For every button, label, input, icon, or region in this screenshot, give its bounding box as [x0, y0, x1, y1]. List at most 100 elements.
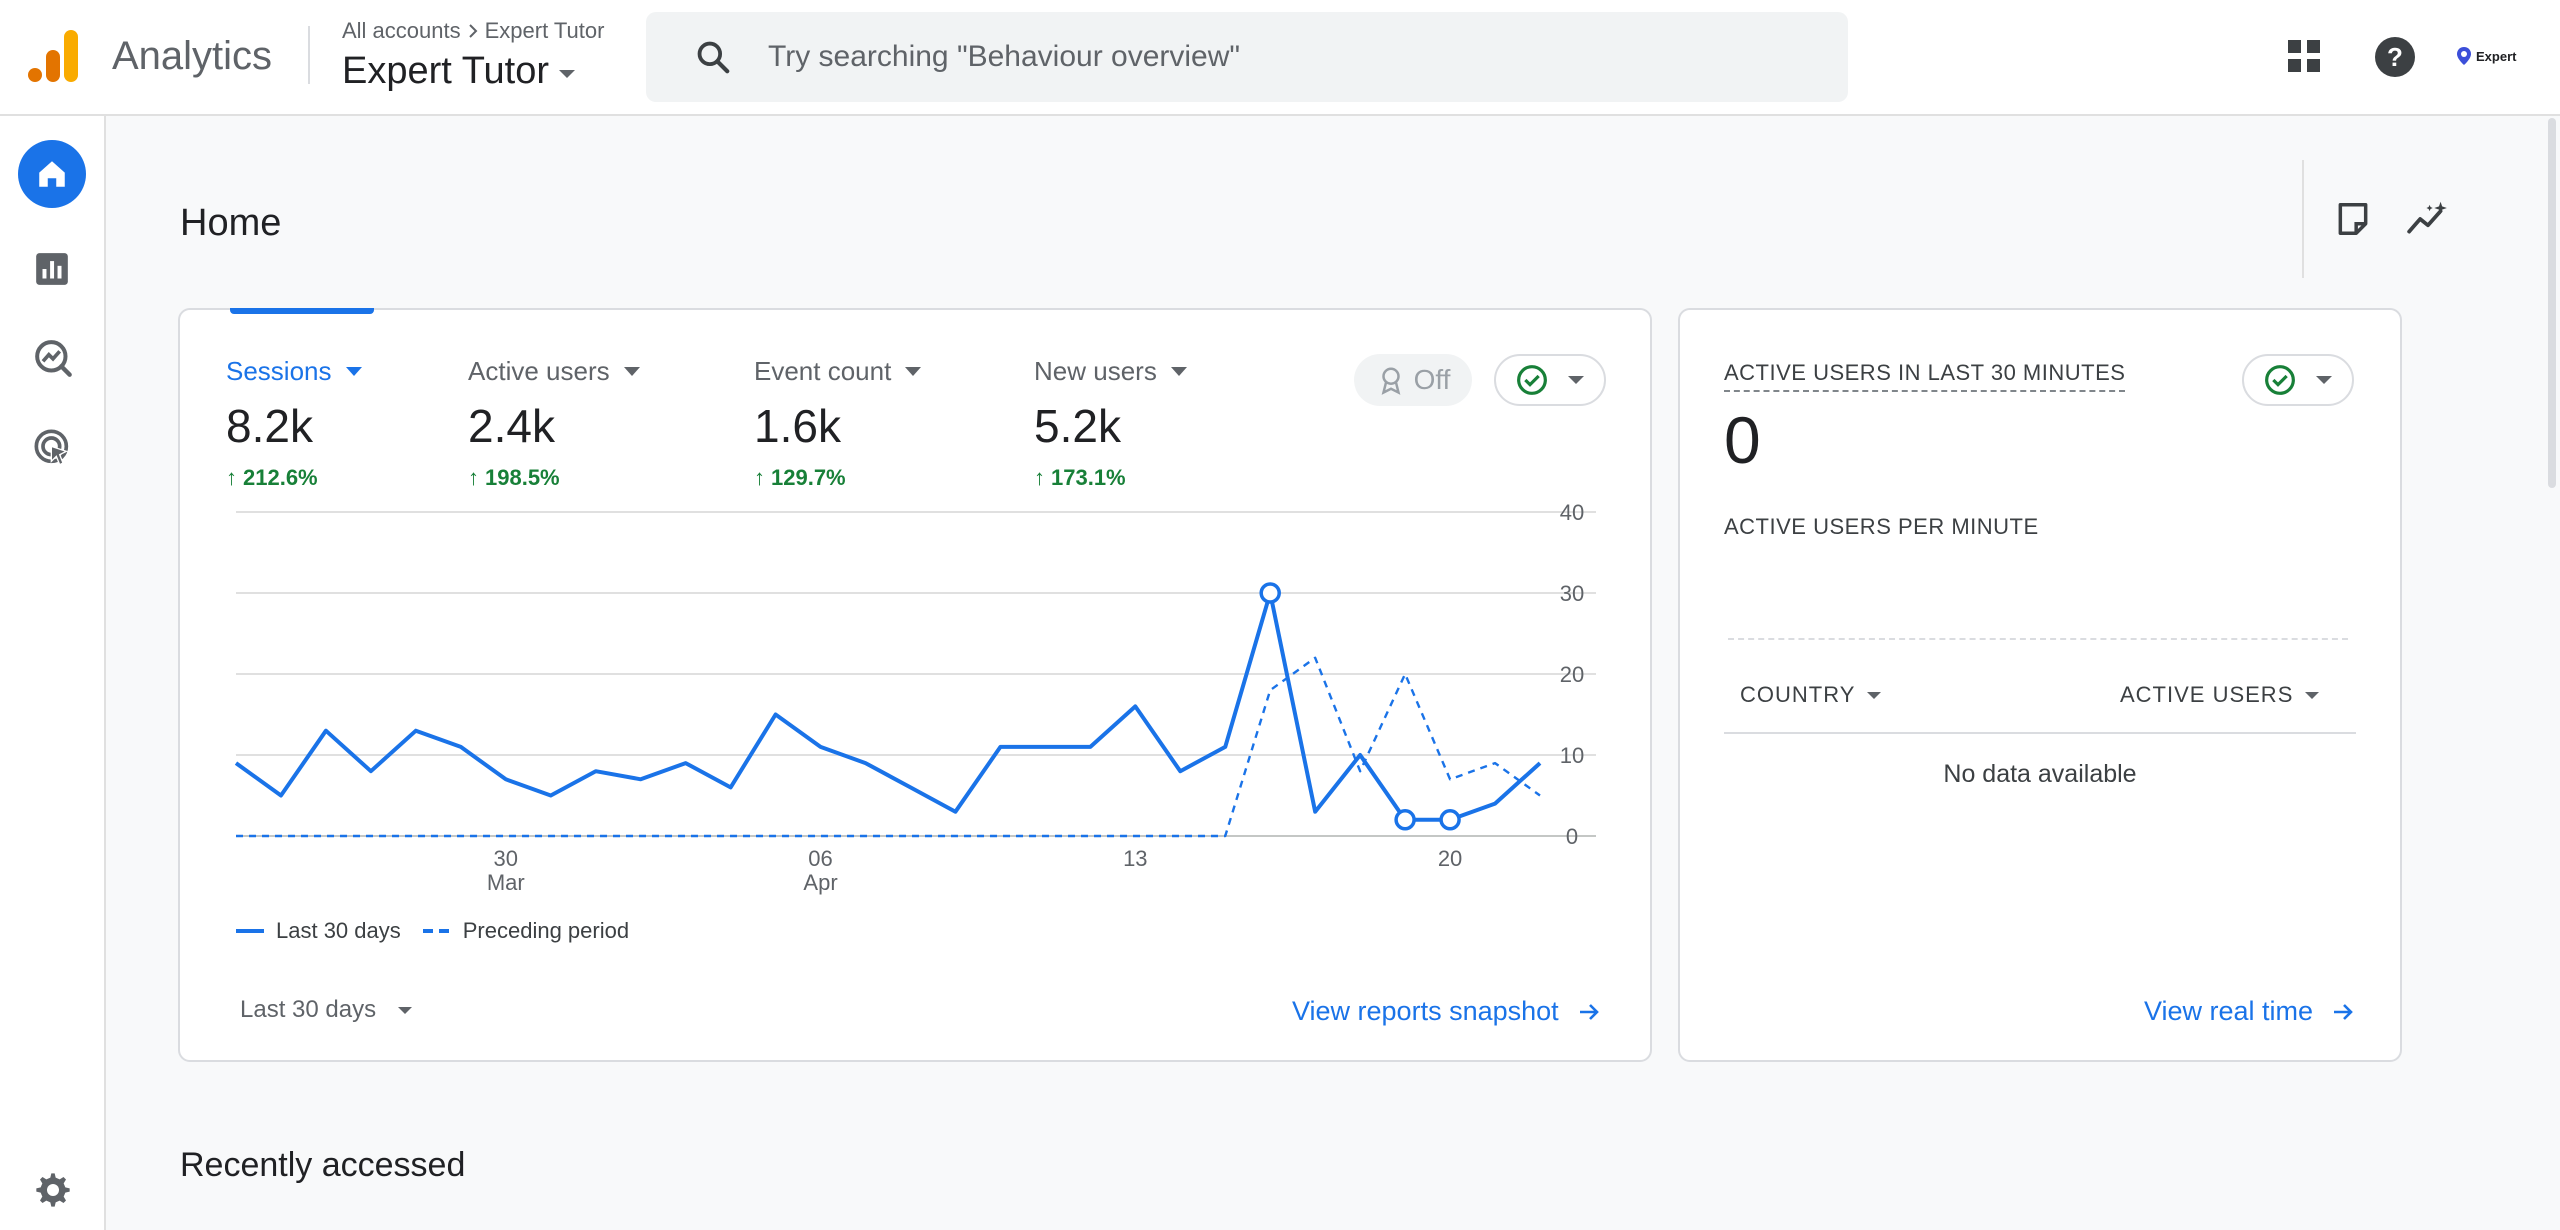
metric-label[interactable]: Active users: [468, 356, 640, 387]
legend-swatch-dashed: [422, 929, 451, 933]
metric-label-text: Active users: [468, 356, 610, 386]
left-nav: [0, 116, 106, 1230]
advertising-icon[interactable]: [33, 428, 73, 468]
metric-new-users[interactable]: New users 5.2k ↑ 173.1%: [1034, 356, 1187, 491]
chart-legend: Last 30 days Preceding period: [236, 918, 629, 944]
recently-accessed-heading: Recently accessed: [180, 1146, 466, 1184]
page-scrollbar[interactable]: [2548, 118, 2556, 488]
metric-change: ↑ 198.5%: [468, 465, 640, 491]
nav-home[interactable]: [18, 140, 86, 208]
check-circle-icon: [2265, 365, 2295, 395]
insights-toggle-button[interactable]: Off: [1354, 354, 1472, 406]
metric-value: 5.2k: [1034, 400, 1121, 452]
arrow-up-icon: ↑: [226, 465, 237, 490]
check-circle-icon: [1517, 365, 1547, 395]
home-icon: [39, 161, 65, 187]
caret-down-icon: [1170, 367, 1187, 376]
metric-change-value: 173.1%: [1051, 465, 1126, 490]
avatar[interactable]: Expert: [2456, 46, 2516, 66]
metric-change-value: 198.5%: [485, 465, 560, 490]
metric-label-text: Sessions: [226, 356, 332, 386]
insights-icon[interactable]: [2406, 200, 2450, 238]
metric-change: ↑ 212.6%: [226, 465, 362, 491]
chevron-right-icon: [468, 24, 478, 38]
bar-chart-icon[interactable]: [33, 250, 71, 288]
metric-label[interactable]: New users: [1034, 356, 1187, 387]
view-real-time-link[interactable]: View real time: [2144, 996, 2355, 1027]
date-range-select[interactable]: Last 30 days: [240, 996, 413, 1024]
view-realtime-label: View real time: [2144, 996, 2314, 1026]
compare-filter-button[interactable]: [1494, 354, 1606, 406]
caret-down-icon: [623, 367, 640, 376]
note-icon[interactable]: [2334, 200, 2372, 238]
avatar-label: Expert: [2476, 48, 2517, 64]
search-input[interactable]: Try searching "Behaviour overview": [768, 40, 1241, 73]
legend-swatch-solid: [236, 929, 264, 933]
insights-badge-icon: [1381, 367, 1400, 395]
date-range-value: Last 30 days: [240, 996, 377, 1023]
caret-down-icon: [1867, 691, 1882, 699]
x-tick-label: 06: [808, 846, 832, 871]
realtime-value: 0: [1724, 403, 1761, 477]
data-point-marker: [1394, 809, 1416, 831]
search-icon: [697, 41, 730, 74]
breadcrumb[interactable]: All accounts Expert Tutor: [342, 18, 604, 44]
divider: [2302, 160, 2304, 278]
table-divider: [1724, 732, 2356, 734]
country-column-header[interactable]: COUNTRY: [1740, 682, 1882, 708]
metric-change-value: 129.7%: [771, 465, 846, 490]
breadcrumb-current[interactable]: Expert Tutor: [484, 18, 605, 43]
app-title: Analytics: [112, 34, 273, 78]
divider: [308, 26, 310, 84]
metric-label[interactable]: Event count: [754, 356, 922, 387]
view-snapshot-label: View reports snapshot: [1292, 996, 1559, 1026]
explore-icon[interactable]: [33, 338, 73, 378]
x-tick-sublabel: Apr: [803, 870, 837, 895]
series-line-current: [234, 591, 1542, 822]
active-users-header-label: ACTIVE USERS: [2120, 682, 2294, 707]
breadcrumb-root[interactable]: All accounts: [342, 18, 461, 43]
data-point-marker: [1259, 582, 1281, 604]
caret-down-icon: [558, 69, 575, 78]
x-tick-label: 30: [494, 846, 518, 871]
metric-value: 8.2k: [226, 400, 313, 452]
caret-down-icon: [345, 367, 362, 376]
metric-sessions[interactable]: Sessions 8.2k ↑ 212.6%: [226, 356, 362, 491]
arrow-up-icon: ↑: [1034, 465, 1045, 490]
analytics-logo[interactable]: [26, 28, 80, 84]
off-label: Off: [1413, 364, 1451, 395]
metric-label-text: Event count: [754, 356, 892, 386]
active-users-column-header[interactable]: ACTIVE USERS: [2120, 682, 2320, 708]
gear-icon[interactable]: [33, 1170, 73, 1210]
data-point-marker: [1439, 809, 1461, 831]
y-tick-label: 20: [1560, 662, 1584, 687]
metric-change: ↑ 173.1%: [1034, 465, 1187, 491]
account-name: Expert Tutor: [342, 50, 549, 92]
metric-label-text: New users: [1034, 356, 1157, 386]
realtime-per-minute-label: ACTIVE USERS PER MINUTE: [1724, 514, 2039, 539]
caret-down-icon: [905, 367, 922, 376]
search-bar[interactable]: Try searching "Behaviour overview": [646, 12, 1848, 102]
metric-change: ↑ 129.7%: [754, 465, 921, 491]
caret-down-icon: [398, 1006, 413, 1014]
account-picker[interactable]: Expert Tutor: [342, 50, 575, 93]
metric-active-users[interactable]: Active users 2.4k ↑ 198.5%: [468, 356, 640, 491]
overview-card: Sessions 8.2k ↑ 212.6% Active users 2.4k …: [178, 308, 1652, 1062]
realtime-filter-button[interactable]: [2242, 354, 2354, 406]
caret-down-icon: [2305, 691, 2320, 699]
y-tick-label: 40: [1560, 500, 1584, 525]
y-tick-label: 30: [1560, 581, 1584, 606]
legend-label-current: Last 30 days: [276, 918, 401, 943]
arrow-up-icon: ↑: [754, 465, 765, 490]
realtime-card: ACTIVE USERS IN LAST 30 MINUTES 0 ACTIVE…: [1678, 308, 2402, 1062]
metric-event-count[interactable]: Event count 1.6k ↑ 129.7%: [754, 356, 922, 491]
apps-grid-icon[interactable]: [2286, 38, 2322, 74]
realtime-heading[interactable]: ACTIVE USERS IN LAST 30 MINUTES: [1724, 360, 2126, 392]
view-reports-snapshot-link[interactable]: View reports snapshot: [1292, 996, 1601, 1027]
metric-label[interactable]: Sessions: [226, 356, 362, 387]
page-title: Home: [180, 202, 282, 244]
help-icon[interactable]: ?: [2374, 36, 2416, 78]
arrow-up-icon: ↑: [468, 465, 479, 490]
y-tick-label: 0: [1566, 824, 1578, 849]
